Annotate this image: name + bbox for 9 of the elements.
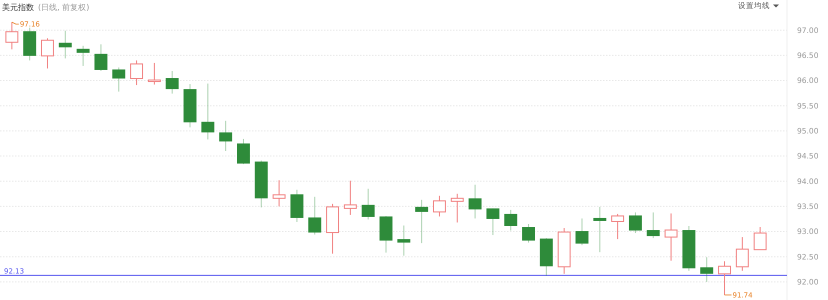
candlestick — [166, 70, 179, 94]
candlestick — [344, 180, 357, 216]
candlestick — [664, 212, 678, 262]
chart-subtitle: (日线, 前复权) — [38, 3, 90, 12]
candlestick — [5, 22, 18, 50]
chart-title: 美元指数 — [2, 3, 34, 12]
candlestick — [184, 84, 196, 128]
candlestick — [718, 260, 731, 296]
candlestick — [272, 180, 286, 207]
